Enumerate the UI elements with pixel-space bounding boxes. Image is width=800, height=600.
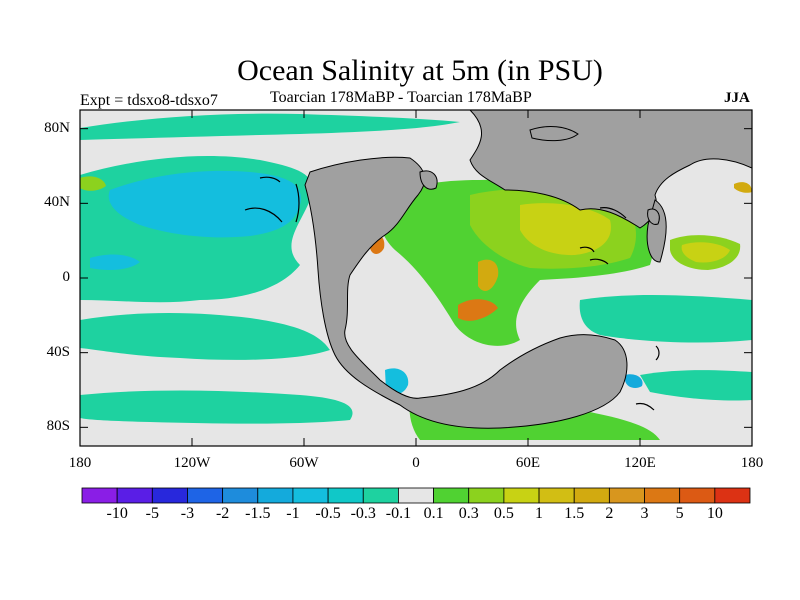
- land-mass: [647, 208, 660, 225]
- salinity-region: [80, 313, 330, 360]
- lon-tick-label: 120W: [173, 455, 211, 471]
- salinity-region: [80, 390, 353, 424]
- colorbar-swatch: [398, 487, 434, 504]
- land-masses: [304, 110, 752, 429]
- lon-tick-label: 120E: [624, 455, 656, 471]
- experiment-label: Expt = tdsxo8-tdsxo7: [80, 92, 218, 109]
- lon-tick-label: 60W: [289, 455, 319, 471]
- map-field: [80, 110, 752, 446]
- colorbar-label: -5: [145, 505, 159, 522]
- salinity-region: [108, 170, 301, 238]
- colorbar-swatch: [81, 487, 118, 504]
- colorbar-label: -3: [180, 505, 195, 522]
- colorbar-label: 10: [706, 505, 723, 522]
- colorbar-label: 2: [605, 505, 614, 522]
- colorbar-swatch: [644, 487, 681, 504]
- colorbar-swatch: [187, 487, 224, 504]
- colorbar-label: 1.5: [564, 505, 585, 522]
- colorbar-swatch: [608, 487, 645, 504]
- colorbar-swatch: [257, 487, 294, 504]
- colorbar-label: 0.3: [458, 505, 479, 522]
- map-subtitle: Toarcian 178MaBP - Toarcian 178MaBP: [270, 89, 532, 106]
- land-mass: [304, 156, 628, 429]
- colorbar-label: -1: [286, 505, 300, 522]
- colorbar-label: 3: [640, 505, 649, 522]
- colorbar-label: -1.5: [245, 505, 271, 522]
- lon-tick-label: 0: [412, 455, 420, 471]
- lon-tick-label: 180: [68, 455, 92, 471]
- colorbar-label: -2: [215, 505, 230, 522]
- colorbar-label: -0.1: [385, 505, 412, 522]
- lat-tick-label: 80N: [44, 119, 70, 136]
- salinity-region: [625, 374, 643, 388]
- lon-tick-label: 60E: [515, 455, 541, 471]
- salinity-region: [458, 299, 498, 321]
- colorbar-label: 0.5: [493, 505, 514, 522]
- colorbar-swatch: [538, 487, 575, 504]
- salinity-region: [681, 242, 730, 263]
- colorbar-label: 0.1: [423, 505, 444, 522]
- salinity-region: [478, 259, 499, 291]
- salinity-region: [90, 254, 140, 270]
- season-label: JJA: [724, 90, 750, 106]
- colorbar-swatch: [679, 487, 716, 504]
- lon-tick-label: 180: [740, 455, 764, 471]
- lat-tick-label: 40S: [46, 343, 70, 360]
- axis-ticks: [79, 110, 753, 446]
- lat-tick-label: 0: [62, 269, 71, 285]
- colorbar-swatch: [503, 487, 540, 504]
- colorbar-swatch: [362, 487, 399, 504]
- salinity-region: [80, 113, 460, 140]
- colorbar-label: -0.5: [315, 505, 341, 522]
- map-title: Ocean Salinity at 5m (in PSU): [237, 54, 603, 87]
- lat-tick-label: 80S: [46, 418, 70, 435]
- colorbar-swatch: [327, 487, 364, 504]
- salinity-region: [640, 370, 752, 401]
- colorbar: [81, 487, 751, 504]
- land-mass: [529, 126, 579, 142]
- colorbar-swatch: [468, 487, 505, 504]
- land-mass: [419, 170, 438, 190]
- colorbar-swatch: [714, 487, 751, 504]
- colorbar-label: -10: [106, 505, 128, 522]
- colorbar-swatch: [292, 487, 329, 504]
- colorbar-swatch: [573, 487, 610, 504]
- coastline-outlines: [244, 176, 660, 411]
- salinity-region: [80, 176, 106, 191]
- salinity-region: [734, 182, 752, 193]
- colorbar-label: -0.3: [350, 505, 376, 522]
- lat-tick-label: 40N: [44, 194, 70, 211]
- salinity-region: [579, 295, 752, 343]
- colorbar-swatch: [222, 487, 259, 504]
- colorbar-swatch: [116, 487, 153, 504]
- colorbar-swatch: [151, 487, 188, 504]
- colorbar-swatch: [433, 487, 470, 504]
- colorbar-label: 1: [535, 505, 544, 522]
- colorbar-label: 5: [675, 505, 684, 522]
- salinity-region: [520, 203, 611, 256]
